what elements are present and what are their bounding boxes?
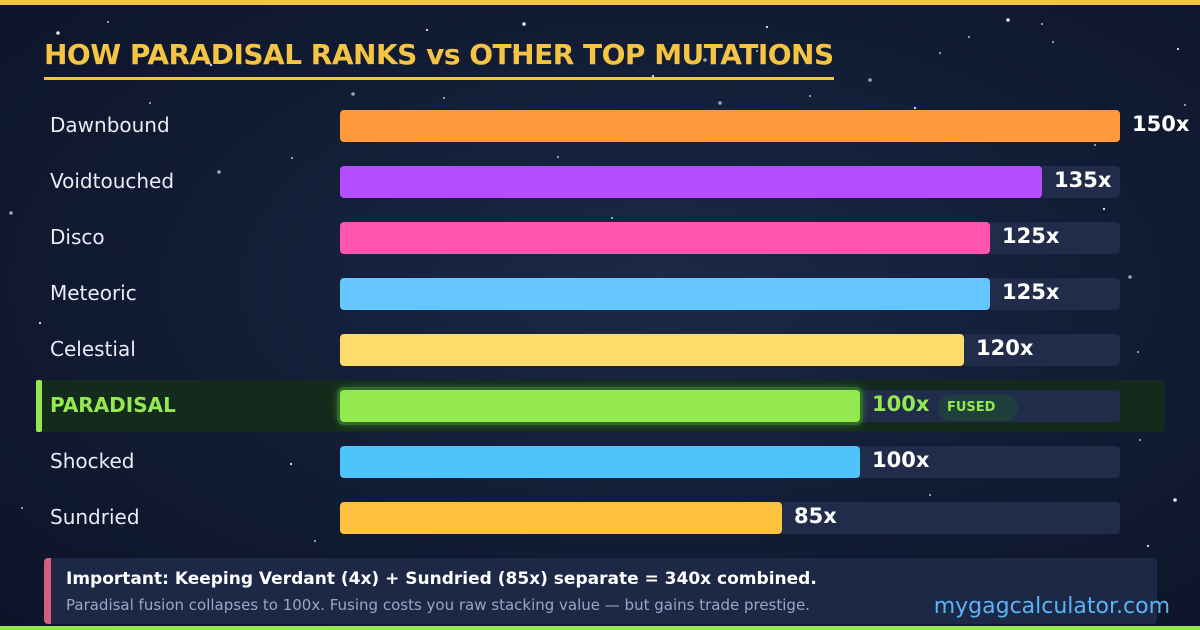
star [209, 63, 213, 67]
star [38, 321, 42, 325]
star [1183, 103, 1187, 107]
value-label: 120x [976, 336, 1034, 360]
star [148, 101, 152, 105]
star [765, 25, 769, 29]
callout-accent-bar [44, 558, 51, 624]
bar [340, 110, 1120, 142]
star [556, 155, 560, 159]
star [1138, 438, 1142, 442]
star [718, 101, 722, 105]
bar-row: Meteoric 125x [0, 268, 1200, 324]
bar-row: Disco 125x [0, 212, 1200, 268]
star [610, 216, 614, 220]
star [913, 106, 917, 110]
star [56, 31, 60, 35]
bar [340, 166, 1042, 198]
star [938, 51, 942, 55]
category-label: PARADISAL [50, 393, 176, 417]
bar-row: Voidtouched 135x [0, 156, 1200, 212]
bar-row: Celestial 120x [0, 324, 1200, 380]
star [703, 58, 707, 62]
value-label: 125x [1002, 224, 1060, 248]
star [1173, 498, 1177, 502]
bottom-accent-strip [0, 626, 1200, 630]
star [1093, 143, 1097, 147]
bar [340, 222, 990, 254]
star [651, 74, 655, 78]
star [512, 50, 516, 54]
star [967, 35, 971, 39]
bar [340, 334, 964, 366]
category-label: Celestial [50, 337, 136, 361]
star [289, 462, 293, 466]
info-callout: Important: Keeping Verdant (4x) + Sundri… [44, 558, 1157, 624]
category-label: Shocked [50, 449, 135, 473]
top-accent-strip [0, 0, 1200, 5]
star [425, 28, 429, 32]
value-label: 100x [872, 392, 930, 416]
category-label: Dawnbound [50, 113, 170, 137]
bar-row: Shocked 100x [0, 436, 1200, 492]
star [1128, 275, 1132, 279]
category-label: Disco [50, 225, 105, 249]
star [442, 96, 446, 100]
star [290, 156, 294, 160]
chart-title: HOW PARADISAL RANKS vs OTHER TOP MUTATIO… [44, 36, 834, 80]
bar-row: Dawnbound 150x [0, 100, 1200, 156]
bar [340, 390, 860, 422]
bar [340, 446, 860, 478]
value-label: 100x [872, 448, 930, 472]
category-label: Meteoric [50, 281, 137, 305]
star [755, 49, 759, 53]
star [9, 211, 13, 215]
value-label: 125x [1002, 280, 1060, 304]
callout-detail: Paradisal fusion collapses to 100x. Fusi… [66, 596, 810, 614]
star [1040, 22, 1044, 26]
star [522, 22, 526, 26]
bar [340, 502, 782, 534]
value-label: 85x [794, 504, 837, 528]
star [20, 506, 24, 510]
bar [340, 278, 990, 310]
category-label: Voidtouched [50, 169, 175, 193]
star [928, 493, 932, 497]
star [868, 78, 872, 82]
star [217, 170, 221, 174]
star [1051, 40, 1055, 44]
star [1176, 47, 1180, 51]
star [808, 94, 812, 98]
value-label: 135x [1054, 168, 1112, 192]
highlight-accent-bar [36, 380, 42, 432]
bar-row: Sundried 85x [0, 492, 1200, 548]
bar-row: PARADISAL 100x FUSED [0, 380, 1200, 436]
star [1102, 207, 1106, 211]
star [351, 92, 355, 96]
star [1136, 350, 1140, 354]
star [313, 539, 317, 543]
value-label: 150x [1132, 112, 1190, 136]
category-label: Sundried [50, 505, 140, 529]
callout-headline: Important: Keeping Verdant (4x) + Sundri… [66, 569, 817, 589]
star [106, 20, 110, 24]
star [1146, 544, 1150, 548]
site-watermark: mygagcalculator.com [933, 594, 1170, 619]
star [1006, 18, 1010, 22]
fused-badge: FUSED [938, 395, 1018, 421]
